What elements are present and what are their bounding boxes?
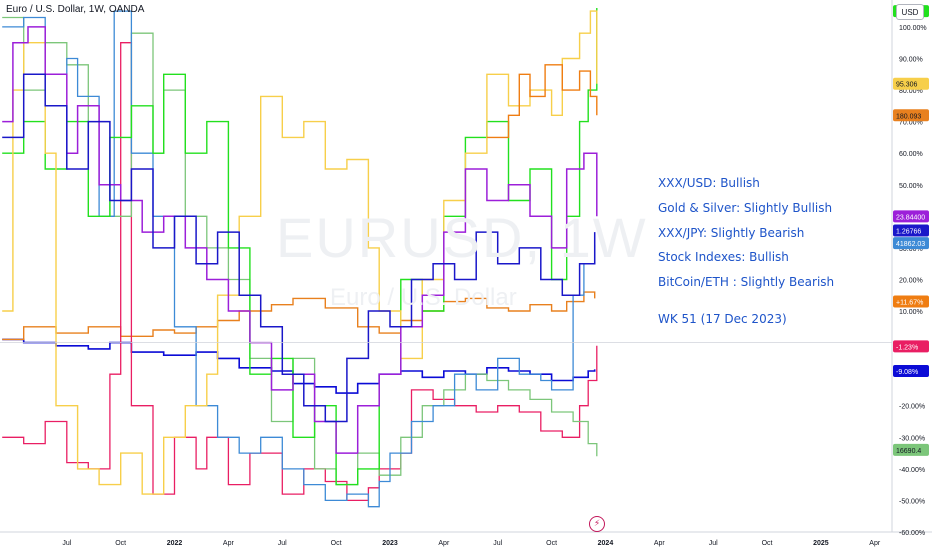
x-tick-label: Oct [331, 540, 342, 547]
x-tick-label: Apr [654, 540, 666, 547]
y-axis-ticks: 100.00%90.00%80.00%70.00%60.00%50.00%40.… [899, 25, 927, 537]
annotation-stock-indexes[interactable]: Stock Indexes: Bullish [658, 250, 789, 264]
last-value-label: -1.23% [896, 344, 918, 351]
x-tick-label: 2025 [813, 540, 829, 547]
y-tick-label: 50.00% [899, 183, 923, 190]
series-line-10 [2, 73, 596, 423]
y-tick-label: 30.00% [899, 246, 923, 253]
annotation-week[interactable]: WK 51 (17 Dec 2023) [658, 312, 787, 326]
last-value-badge [893, 295, 929, 308]
y-tick-label: -60.00% [899, 530, 925, 537]
x-tick-label: Jul [62, 540, 71, 547]
annotation-gold-silver[interactable]: Gold & Silver: Slightly Bullish [658, 201, 833, 215]
last-value-label: 16690.4 [896, 448, 921, 455]
currency-button[interactable]: USD [896, 4, 924, 20]
description-watermark: Euro / U.S. Dollar [330, 284, 517, 311]
annotation-xxx-jpy[interactable]: XXX/JPY: Slightly Bearish [658, 226, 805, 240]
x-tick-label: Jul [709, 540, 718, 547]
y-tick-label: 70.00% [899, 120, 923, 127]
annotation-xxx-usd[interactable]: XXX/USD: Bullish [658, 176, 760, 190]
last-value-labels: 37232.595.306180.09323.844001.2676641862… [893, 5, 929, 456]
y-tick-label: -40.00% [899, 467, 925, 474]
x-tick-label: Apr [438, 540, 450, 547]
y-tick-label: 90.00% [899, 56, 923, 63]
last-value-label: 95.306 [896, 82, 918, 89]
y-tick-label: 20.00% [899, 277, 923, 284]
series-line-7 [2, 10, 598, 495]
x-tick-label: Jul [493, 540, 502, 547]
x-tick-label: Oct [762, 540, 773, 547]
annotation-bitcoin-eth[interactable]: BitCoin/ETH : Slightly Bearish [658, 275, 835, 289]
y-tick-label: 100.00% [899, 25, 927, 32]
series-line-1 [2, 338, 596, 394]
last-value-badge [893, 77, 929, 90]
x-tick-label: 2022 [167, 540, 183, 547]
last-value-label: 23.84400 [896, 214, 925, 221]
x-tick-label: 2024 [598, 540, 614, 547]
last-value-badge [893, 443, 929, 456]
symbol-watermark: EURUSD, 1W [276, 206, 648, 269]
x-tick-label: Jul [278, 540, 287, 547]
last-value-badge [893, 365, 929, 378]
last-value-label: -9.08% [896, 369, 918, 376]
series-line-3 [2, 42, 598, 502]
last-value-label: +11.67% [896, 300, 923, 307]
y-tick-label: 80.00% [899, 88, 923, 95]
last-value-label: 1.26766 [896, 229, 921, 236]
lightning-bolt-icon[interactable]: ⚡ [589, 516, 605, 532]
last-value-badge [893, 224, 929, 237]
series-line-8 [486, 64, 598, 139]
y-tick-label: -20.00% [899, 404, 925, 411]
x-tick-label: 2023 [382, 540, 398, 547]
last-value-badge [893, 340, 929, 353]
x-tick-label: Oct [546, 540, 557, 547]
y-tick-label: 60.00% [899, 151, 923, 158]
x-tick-label: Apr [223, 540, 235, 547]
y-tick-label: -30.00% [899, 435, 925, 442]
y-tick-label: -50.00% [899, 498, 925, 505]
x-tick-label: Apr [869, 540, 881, 547]
x-axis-ticks: Jul Oct 2022 Apr Jul Oct 2023 Apr Jul Oct 2024 Apr J… [62, 540, 881, 547]
last-value-badge [893, 237, 929, 250]
last-value-label: 180.093 [896, 113, 921, 120]
last-value-badge [893, 210, 929, 223]
plot-lines [2, 8, 598, 508]
chart-title[interactable]: Euro / U.S. Dollar, 1W, OANDA [6, 4, 145, 15]
last-value-badge [893, 109, 929, 122]
last-value-label: 41862.03 [896, 241, 925, 248]
y-tick-label: 10.00% [899, 309, 923, 316]
x-tick-label: Oct [115, 540, 126, 547]
